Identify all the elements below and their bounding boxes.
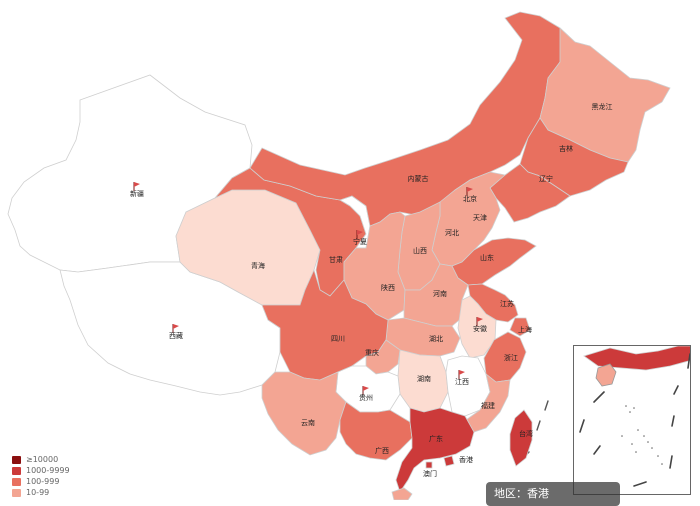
- province-label-sichuan: 四川: [331, 335, 345, 343]
- legend-label: 1000-9999: [26, 466, 70, 475]
- province-taiwan[interactable]: [509, 409, 533, 467]
- flag-marker-icon: [477, 317, 483, 322]
- province-label-taiwan: 台湾: [519, 429, 533, 438]
- province-label-xinjiang: 新疆: [130, 189, 144, 198]
- province-label-yunnan: 云南: [301, 418, 315, 427]
- legend-swatch: [12, 488, 21, 497]
- region-tooltip: 地区：香港: [486, 482, 620, 506]
- inset-canvas: [579, 346, 690, 487]
- province-label-jilin: 吉林: [559, 144, 573, 153]
- province-label-tianjin: 天津: [473, 214, 487, 222]
- province-fujian[interactable]: [465, 372, 511, 433]
- province-guangdong[interactable]: [395, 407, 475, 493]
- province-label-chongqing: 重庆: [365, 348, 379, 357]
- province-label-fujian: 福建: [481, 401, 495, 410]
- province-label-ningxia: 宁夏: [353, 237, 367, 246]
- province-label-qinghai: 青海: [251, 261, 265, 270]
- flag-marker-icon: [134, 182, 140, 187]
- provinces-layer: [7, 11, 671, 500]
- province-label-hongkong: 香港: [459, 455, 473, 464]
- flag-marker-icon: [173, 324, 179, 329]
- province-label-gansu: 甘肃: [329, 255, 343, 264]
- flag-marker-icon: [467, 187, 473, 192]
- inset-hainan-shape: [595, 363, 617, 387]
- province-qinghai[interactable]: [175, 189, 321, 306]
- nine-dash-line: [579, 353, 690, 487]
- province-hainan[interactable]: [391, 487, 413, 500]
- province-shanghai[interactable]: [509, 317, 531, 337]
- province-guangxi[interactable]: [339, 401, 413, 461]
- map-legend: ≥10000 1000-9999 100-999 10-99: [12, 454, 70, 498]
- province-label-macau: 澳门: [423, 469, 437, 478]
- province-sichuan[interactable]: [261, 268, 389, 381]
- legend-item-ge10000[interactable]: ≥10000: [12, 454, 70, 465]
- inset-guangdong-shape: [583, 346, 690, 371]
- province-label-guangxi: 广西: [375, 446, 389, 455]
- province-label-zhejiang: 浙江: [504, 353, 518, 362]
- province-label-guizhou: 贵州: [359, 393, 373, 402]
- legend-item-10-99[interactable]: 10-99: [12, 487, 70, 498]
- south-china-sea-inset: [573, 345, 691, 495]
- legend-label: 100-999: [26, 477, 60, 486]
- legend-item-100-999[interactable]: 100-999: [12, 476, 70, 487]
- province-macau[interactable]: [425, 461, 433, 469]
- province-label-xizang: 西藏: [169, 331, 183, 340]
- province-label-neimenggu: 内蒙古: [408, 174, 429, 183]
- province-label-jiangxi: 江西: [455, 378, 469, 386]
- province-label-shanxi: 山西: [413, 246, 427, 255]
- legend-label: 10-99: [26, 488, 50, 497]
- province-label-guangdong: 广东: [429, 434, 443, 443]
- flag-marker-icon: [459, 370, 465, 375]
- province-label-hubei: 湖北: [429, 334, 443, 343]
- legend-swatch: [12, 455, 21, 464]
- legend-swatch: [12, 477, 21, 486]
- tooltip-text: 地区：香港: [494, 487, 549, 500]
- province-label-hebei: 河北: [445, 229, 459, 237]
- flag-marker-icon: [363, 386, 369, 391]
- province-label-hunan: 湖南: [417, 374, 431, 383]
- legend-swatch: [12, 466, 21, 475]
- province-label-henan: 河南: [433, 289, 447, 298]
- legend-label: ≥10000: [26, 455, 59, 464]
- province-label-beijing: 北京: [463, 194, 477, 203]
- province-label-jiangsu: 江苏: [500, 299, 514, 308]
- province-label-shandong: 山东: [480, 253, 494, 262]
- province-yunnan[interactable]: [261, 371, 347, 456]
- province-zhejiang[interactable]: [483, 331, 527, 383]
- flag-marker-icon: [357, 230, 363, 235]
- inset-islands: [621, 405, 663, 465]
- province-label-anhui: 安徽: [473, 324, 487, 333]
- province-label-heilongjiang: 黑龙江: [592, 102, 613, 111]
- province-heilongjiang[interactable]: [539, 27, 671, 163]
- legend-item-1000-9999[interactable]: 1000-9999: [12, 465, 70, 476]
- province-label-shaanxi: 陕西: [381, 283, 395, 292]
- province-label-shanghai: 上海: [518, 325, 532, 334]
- province-label-liaoning: 辽宁: [539, 174, 553, 183]
- province-hongkong[interactable]: [443, 455, 455, 467]
